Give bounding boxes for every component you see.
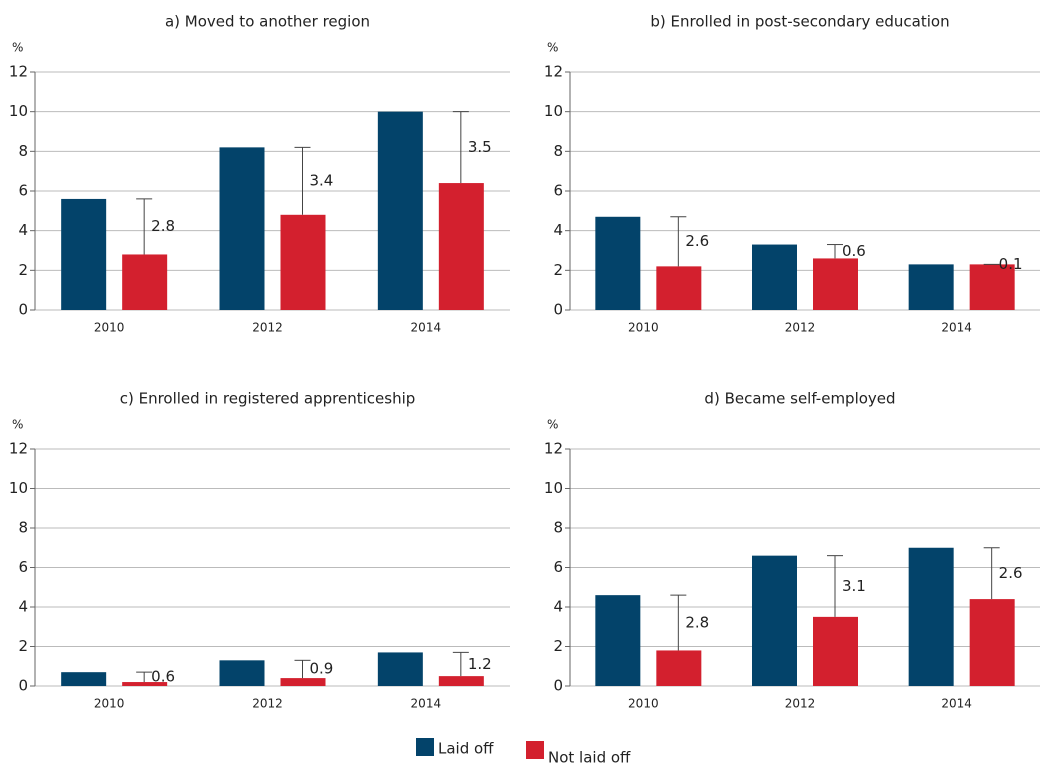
y-tick-label: 4 [553, 221, 563, 239]
panel-title: b) Enrolled in post-secondary education [650, 13, 949, 31]
y-tick-label: 6 [553, 182, 563, 200]
bar [377, 111, 423, 311]
y-tick-label: 6 [553, 558, 563, 576]
difference-label: 3.4 [310, 172, 334, 190]
bar [438, 676, 484, 686]
difference-label: 2.6 [999, 564, 1023, 582]
y-tick-label: 4 [18, 221, 28, 239]
panel-title: d) Became self-employed [704, 390, 895, 408]
difference-label: 2.6 [685, 232, 709, 250]
y-unit: % [12, 418, 23, 432]
y-unit: % [547, 41, 558, 55]
y-tick-label: 8 [18, 519, 28, 537]
x-tick-label: 2012 [785, 697, 816, 711]
y-tick-label: 12 [9, 63, 28, 81]
bar [61, 672, 107, 686]
y-tick-label: 10 [544, 479, 563, 497]
difference-label: 1.2 [468, 655, 492, 673]
bar [595, 216, 641, 310]
x-tick-label: 2014 [941, 321, 972, 335]
x-tick-label: 2010 [94, 697, 125, 711]
bar [908, 264, 954, 310]
y-tick-label: 12 [544, 63, 563, 81]
y-tick-label: 2 [553, 261, 563, 279]
bar [122, 254, 168, 310]
y-unit: % [547, 418, 558, 432]
difference-label: 0.1 [999, 255, 1023, 273]
difference-label: 0.6 [842, 242, 866, 260]
bar [656, 266, 702, 310]
x-tick-label: 2014 [411, 321, 442, 335]
y-tick-label: 0 [18, 301, 28, 319]
panel-title: a) Moved to another region [165, 13, 370, 31]
x-tick-label: 2014 [941, 697, 972, 711]
x-tick-label: 2012 [252, 321, 283, 335]
bar [122, 682, 168, 686]
y-tick-label: 10 [9, 102, 28, 120]
bar [438, 183, 484, 310]
y-tick-label: 8 [18, 142, 28, 160]
x-tick-label: 2010 [628, 321, 659, 335]
difference-label: 2.8 [685, 613, 709, 631]
y-tick-label: 12 [9, 440, 28, 458]
y-tick-label: 4 [18, 598, 28, 616]
legend-swatch [416, 738, 434, 756]
y-tick-label: 8 [553, 519, 563, 537]
y-tick-label: 0 [553, 301, 563, 319]
y-unit: % [12, 41, 23, 55]
y-tick-label: 2 [553, 637, 563, 655]
bar [595, 595, 641, 686]
x-tick-label: 2014 [411, 697, 442, 711]
bar [813, 616, 858, 686]
x-tick-label: 2012 [785, 321, 816, 335]
bar [377, 652, 423, 686]
bar [280, 678, 326, 686]
y-tick-label: 4 [553, 598, 563, 616]
bar [969, 264, 1015, 310]
y-tick-label: 12 [544, 440, 563, 458]
legend-label: Laid off [438, 740, 494, 758]
y-tick-label: 10 [544, 102, 563, 120]
difference-label: 3.5 [468, 138, 492, 156]
x-tick-label: 2010 [94, 321, 125, 335]
y-tick-label: 8 [553, 142, 563, 160]
bar [908, 547, 954, 686]
y-tick-label: 10 [9, 479, 28, 497]
x-tick-label: 2012 [252, 697, 283, 711]
bar [969, 599, 1015, 686]
legend-label: Not laid off [548, 749, 631, 767]
bar [61, 198, 107, 310]
bar [813, 258, 858, 310]
y-tick-label: 2 [18, 637, 28, 655]
y-tick-label: 0 [553, 677, 563, 695]
y-tick-label: 6 [18, 182, 28, 200]
y-tick-label: 0 [18, 677, 28, 695]
bar [752, 555, 797, 686]
y-tick-label: 2 [18, 261, 28, 279]
y-tick-label: 6 [18, 558, 28, 576]
bar [752, 244, 797, 310]
bar [656, 650, 702, 686]
x-tick-label: 2010 [628, 697, 659, 711]
legend-swatch [526, 741, 544, 759]
bar [219, 660, 265, 686]
difference-label: 0.6 [151, 668, 175, 686]
difference-label: 3.1 [842, 577, 866, 595]
difference-label: 0.9 [310, 660, 334, 678]
panel-title: c) Enrolled in registered apprenticeship [120, 390, 416, 408]
bar [219, 147, 265, 310]
difference-label: 2.8 [151, 217, 175, 235]
bar [280, 214, 326, 310]
